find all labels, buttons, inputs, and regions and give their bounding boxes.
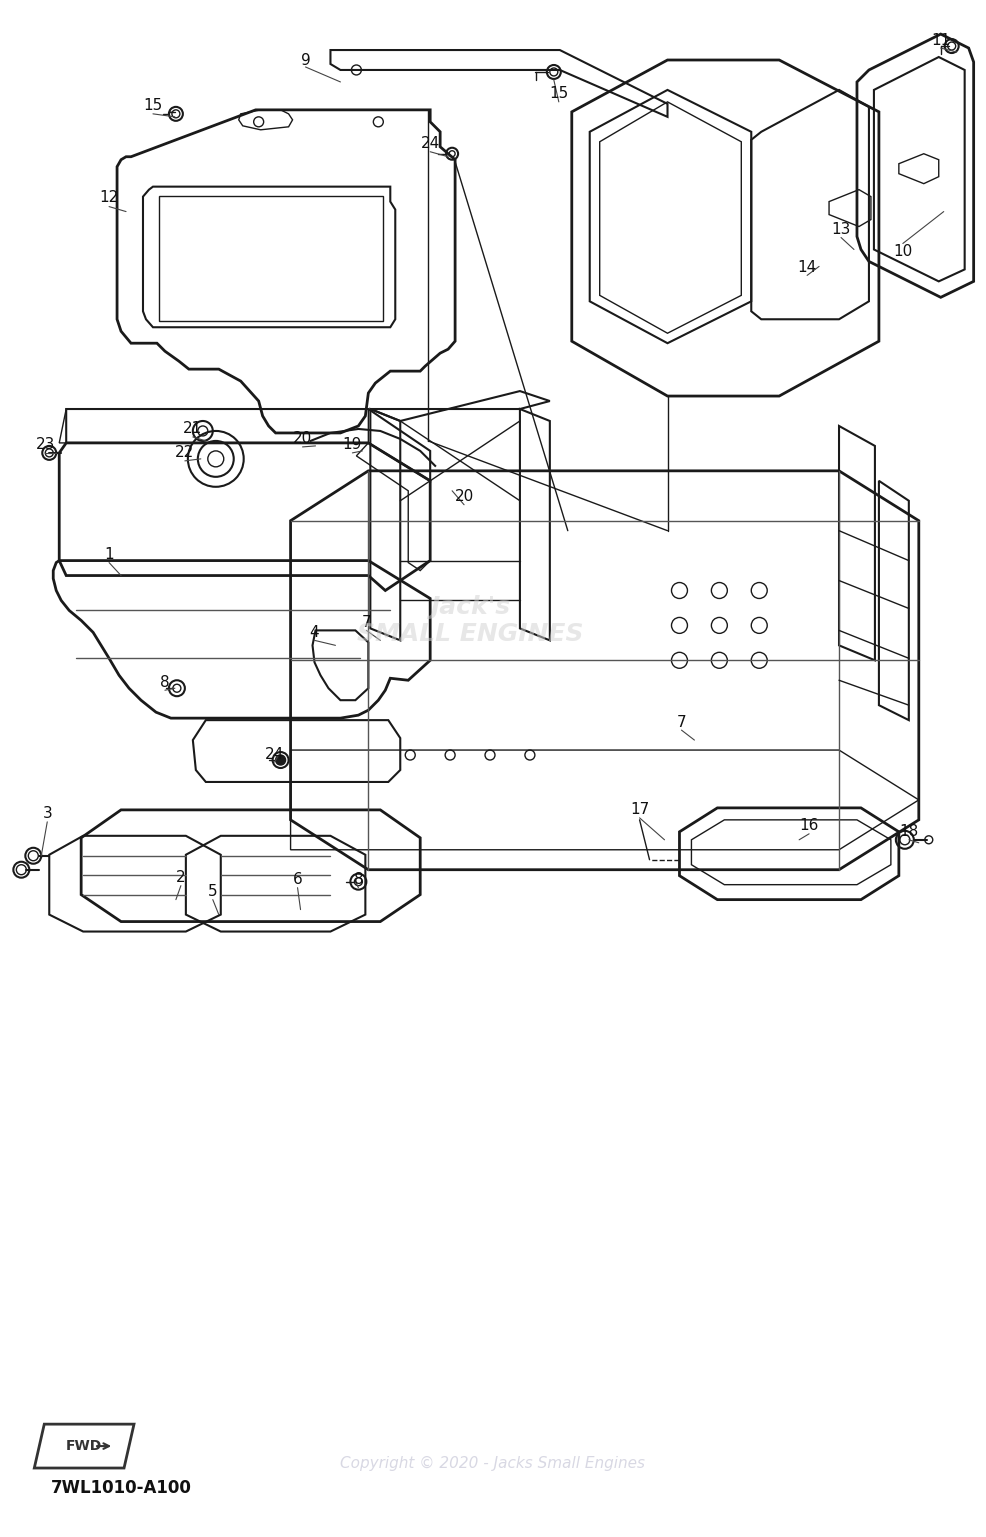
Text: 8: 8	[354, 871, 363, 887]
Text: 15: 15	[143, 98, 163, 114]
Text: 3: 3	[42, 807, 52, 821]
Text: 24: 24	[421, 137, 440, 151]
Text: 16: 16	[800, 818, 818, 833]
Text: 17: 17	[630, 802, 649, 818]
Text: 20: 20	[455, 489, 473, 504]
Text: 5: 5	[208, 884, 218, 899]
Text: 19: 19	[343, 438, 362, 452]
Text: 8: 8	[160, 675, 170, 690]
Text: 18: 18	[899, 824, 918, 839]
Text: Copyright © 2020 - Jacks Small Engines: Copyright © 2020 - Jacks Small Engines	[340, 1456, 646, 1471]
Text: 24: 24	[265, 747, 284, 761]
Text: 23: 23	[35, 438, 55, 452]
Text: 7: 7	[362, 615, 371, 630]
Text: 7: 7	[676, 715, 686, 730]
Text: 22: 22	[176, 446, 194, 461]
Text: 20: 20	[293, 432, 313, 446]
Text: 9: 9	[301, 52, 311, 68]
Text: 6: 6	[293, 871, 303, 887]
Text: 14: 14	[798, 260, 816, 275]
Text: 1: 1	[105, 547, 114, 563]
Text: Jack's
SMALL ENGINES: Jack's SMALL ENGINES	[357, 595, 584, 647]
Text: 11: 11	[931, 32, 951, 48]
Text: 13: 13	[831, 221, 851, 237]
Text: 12: 12	[100, 191, 118, 204]
Text: 4: 4	[310, 626, 319, 639]
Text: 21: 21	[183, 421, 202, 437]
Text: 7WL1010-A100: 7WL1010-A100	[51, 1479, 192, 1497]
Text: 15: 15	[549, 86, 569, 101]
Text: 10: 10	[893, 244, 912, 258]
Text: 2: 2	[176, 870, 185, 885]
Text: FWD: FWD	[66, 1439, 103, 1452]
Circle shape	[276, 755, 286, 765]
